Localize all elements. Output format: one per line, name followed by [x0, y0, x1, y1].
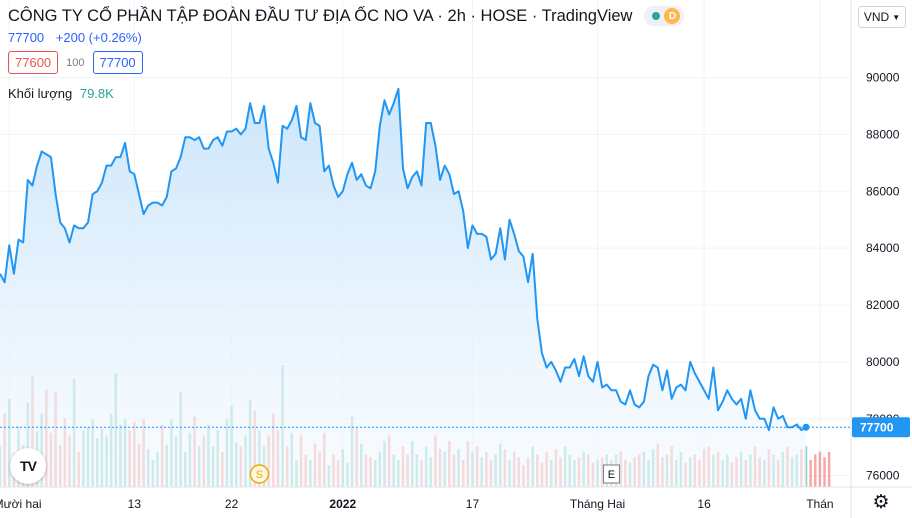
time-axis[interactable]: ng Mười hai 13 22 2022 17 Tháng Hai 16 Thán — [0, 497, 834, 511]
price-area-fill — [0, 88, 806, 487]
y-tick-label: 84000 — [866, 241, 900, 255]
last-price-label: 77700 — [860, 420, 894, 434]
volume-value: 79.8K — [79, 86, 114, 101]
y-tick-label: 90000 — [866, 71, 900, 85]
market-open-icon — [652, 12, 661, 20]
volume-bar — [813, 454, 817, 487]
last-price-tag: 77700 — [852, 417, 910, 438]
earnings-marker-icon[interactable] — [602, 464, 620, 484]
spread-value: 100 — [66, 56, 85, 69]
volume-bar — [818, 451, 822, 487]
y-tick-label: 82000 — [866, 298, 900, 312]
y-tick-label: 86000 — [866, 184, 900, 198]
tradingview-logo[interactable]: TV — [10, 448, 46, 484]
marker-label: E — [608, 469, 615, 481]
bid-price[interactable]: 77600 — [8, 51, 59, 74]
y-tick-label: 88000 — [866, 127, 900, 141]
gear-icon[interactable]: ⚙ — [872, 491, 890, 513]
x-tick-label: 13 — [128, 497, 142, 511]
volume-bar — [827, 451, 831, 487]
split-marker-icon[interactable] — [249, 464, 270, 484]
price-change: +200 (+0.26%) — [55, 30, 142, 45]
currency-label: VND — [863, 10, 890, 24]
last-price: 77700 — [8, 30, 45, 45]
x-tick-label: 17 — [466, 497, 480, 511]
logo-text: TV — [20, 458, 37, 474]
x-tick-label: 2022 — [329, 497, 356, 511]
x-tick-label: ng Mười hai — [0, 497, 42, 511]
x-tick-label: 16 — [697, 497, 711, 511]
y-tick-label: 80000 — [866, 355, 900, 369]
volume-bar — [809, 459, 812, 487]
currency-selector[interactable]: VND ▼ — [858, 6, 906, 28]
volume-label: Khối lượng — [8, 86, 73, 101]
market-status[interactable]: D — [644, 6, 685, 26]
x-tick-label: Tháng Hai — [570, 497, 625, 511]
delayed-data-icon: D — [664, 8, 681, 24]
last-price-dot — [802, 423, 810, 431]
marker-label: S — [256, 469, 263, 481]
price-axis[interactable]: 7600078000800008200084000860008800090000 — [866, 71, 900, 483]
ask-price[interactable]: 77700 — [92, 51, 143, 74]
chart-legend: CÔNG TY CỔ PHẦN TẬP ĐOÀN ĐẦU TƯ ĐỊA ỐC N… — [8, 6, 685, 101]
symbol-title[interactable]: CÔNG TY CỔ PHẦN TẬP ĐOÀN ĐẦU TƯ ĐỊA ỐC N… — [8, 6, 633, 25]
chevron-down-icon: ▼ — [892, 12, 901, 22]
volume-bar — [823, 457, 826, 487]
x-tick-label: Thán — [806, 497, 833, 511]
price-line[interactable] — [0, 87, 807, 432]
x-tick-label: 22 — [225, 497, 239, 511]
y-tick-label: 76000 — [866, 469, 900, 483]
